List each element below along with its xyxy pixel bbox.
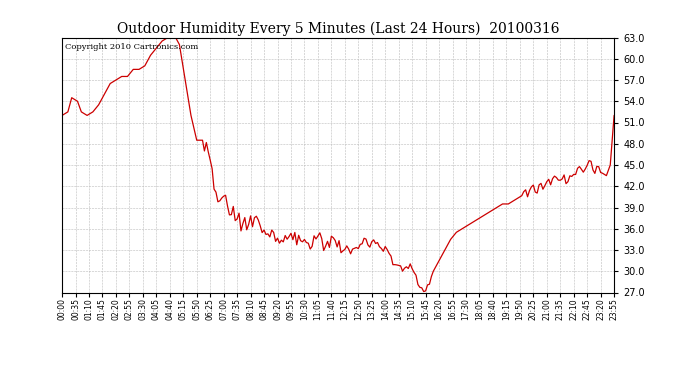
Text: Copyright 2010 Cartronics.com: Copyright 2010 Cartronics.com (65, 43, 198, 51)
Title: Outdoor Humidity Every 5 Minutes (Last 24 Hours)  20100316: Outdoor Humidity Every 5 Minutes (Last 2… (117, 22, 560, 36)
